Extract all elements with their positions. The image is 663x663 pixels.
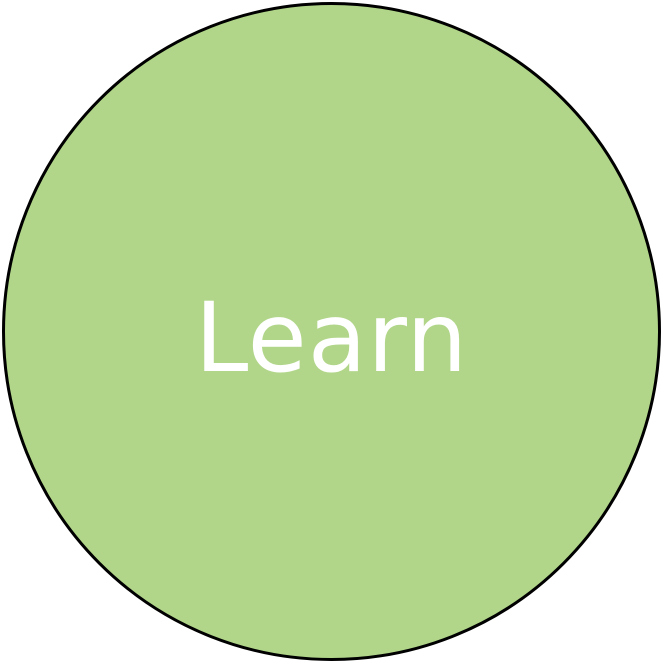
- node-label: Learn: [194, 281, 469, 394]
